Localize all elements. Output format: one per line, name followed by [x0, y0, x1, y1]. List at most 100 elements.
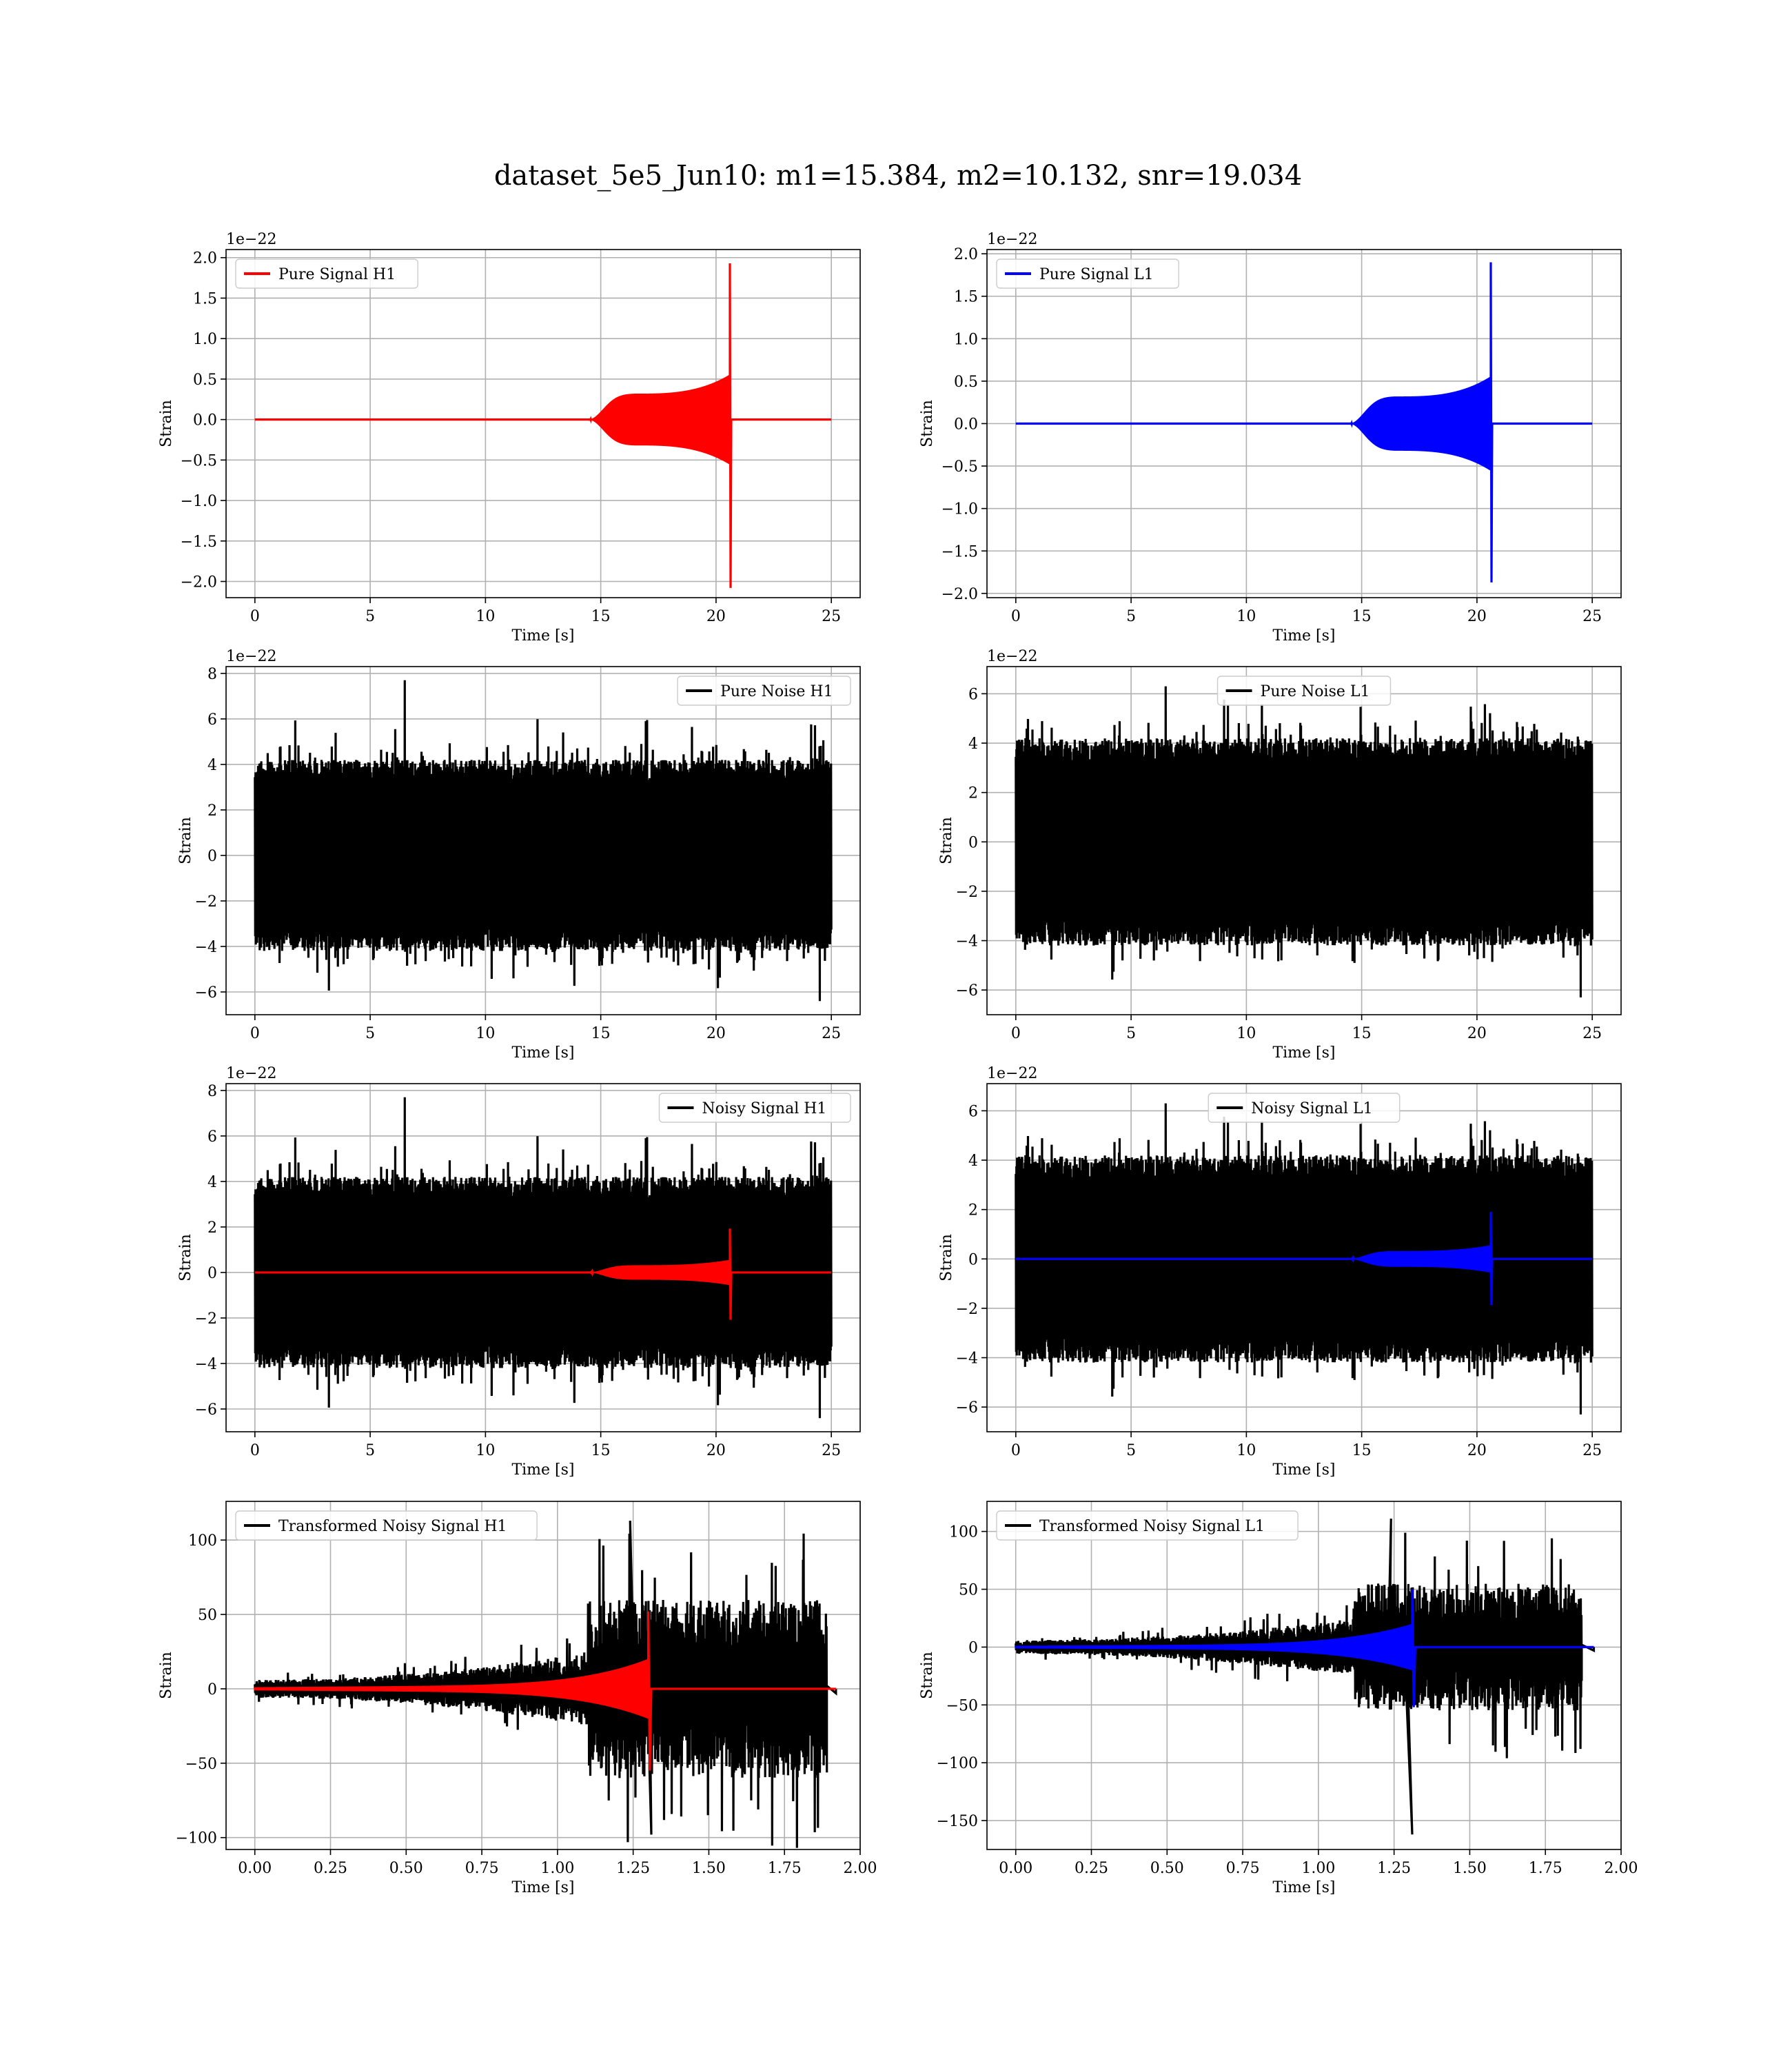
x-tick-label: 0.25	[314, 1860, 347, 1877]
series-line-primary	[254, 1097, 833, 1419]
x-tick-label: 10	[476, 608, 495, 625]
x-tick-label: 15	[591, 608, 611, 625]
y-offset-label: 1e−22	[226, 1065, 276, 1082]
x-tick-label: 1.25	[616, 1860, 650, 1877]
x-tick-label: 20	[1467, 1025, 1487, 1042]
x-tick-label: 0	[250, 1442, 260, 1459]
y-tick-label: 2	[968, 785, 978, 802]
x-tick-label: 0	[1011, 608, 1021, 625]
x-tick-label: 15	[591, 1442, 611, 1459]
legend: Pure Signal L1	[996, 258, 1179, 289]
x-tick-label: 25	[822, 608, 841, 625]
series-line-primary	[254, 680, 833, 1002]
y-tick-label: 0.5	[193, 372, 217, 389]
y-tick-label: −100	[937, 1755, 978, 1772]
y-tick-label: 50	[959, 1582, 978, 1599]
x-tick-label: 10	[1236, 608, 1256, 625]
legend: Pure Noise H1	[677, 676, 851, 706]
x-tick-label: 15	[1352, 1442, 1372, 1459]
x-tick-label: 0	[1011, 1025, 1021, 1042]
y-tick-label: 6	[968, 686, 978, 703]
axes-frame	[225, 1083, 861, 1432]
y-tick-label: −4	[956, 1350, 978, 1368]
y-tick-label: −50	[185, 1756, 217, 1773]
y-tick-label: −6	[195, 1401, 217, 1419]
y-tick-label: 1.5	[954, 289, 978, 306]
x-tick-label: 20	[706, 1025, 726, 1042]
legend-label: Transformed Noisy Signal L1	[1039, 1518, 1265, 1535]
x-tick-label: 5	[1126, 1025, 1136, 1042]
x-tick-label: 1.00	[1301, 1860, 1335, 1877]
y-tick-label: 2	[968, 1202, 978, 1219]
y-tick-label: 2	[207, 802, 217, 820]
x-tick-label: 2.00	[844, 1860, 877, 1877]
legend-label: Noisy Signal H1	[702, 1100, 827, 1117]
x-axis-label: Time [s]	[511, 1044, 574, 1062]
y-tick-label: −2.0	[181, 574, 217, 591]
x-axis-label: Time [s]	[511, 627, 574, 645]
legend: Transformed Noisy Signal H1	[235, 1510, 538, 1541]
y-tick-label: 8	[207, 1083, 217, 1100]
y-axis-label: Strain	[177, 817, 194, 864]
y-tick-label: −2	[956, 884, 978, 901]
y-tick-label: 4	[207, 757, 217, 774]
x-tick-label: 0.75	[465, 1860, 499, 1877]
y-axis-label: Strain	[938, 1234, 955, 1281]
y-tick-label: 0	[207, 848, 217, 865]
y-tick-label: 0	[968, 1639, 978, 1656]
y-tick-label: −2	[195, 893, 217, 911]
x-tick-label: 25	[1582, 608, 1602, 625]
y-axis-label: Strain	[177, 1234, 194, 1281]
subplot-pure-signal-l1: 0 5 10 15 20 25 −2.0 −1.5 −1.0 −0.5 0.0 0.5 1.0 1.5 2.…	[919, 231, 1622, 645]
x-axis-label: Time [s]	[1272, 1044, 1335, 1062]
y-tick-label: −6	[956, 1399, 978, 1417]
y-tick-label: 0.0	[954, 416, 978, 434]
y-tick-label: 6	[207, 1128, 217, 1146]
y-tick-label: −2.0	[941, 586, 978, 603]
y-tick-label: 100	[949, 1524, 978, 1541]
y-tick-label: −1.5	[941, 543, 978, 560]
x-tick-label: 0.25	[1075, 1860, 1108, 1877]
series-line-overlay	[254, 1228, 832, 1320]
figure-title: dataset_5e5_Jun10: m1=15.384, m2=10.132,…	[494, 160, 1302, 192]
subplot-pure-signal-h1: 0 5 10 15 20 25 −2.0 −1.5 −1.0 −0.5 0.0 0.5 1.0 1.5 2.…	[158, 231, 861, 645]
x-tick-label: 10	[1236, 1025, 1256, 1042]
y-tick-label: 1.5	[193, 290, 217, 307]
y-tick-label: −0.5	[941, 458, 978, 476]
x-tick-label: 5	[1126, 608, 1136, 625]
y-offset-label: 1e−22	[987, 231, 1037, 248]
x-axis-label: Time [s]	[1272, 1461, 1335, 1479]
y-tick-label: −150	[937, 1813, 978, 1830]
x-tick-label: 10	[476, 1442, 495, 1459]
x-tick-label: 20	[1467, 608, 1487, 625]
x-tick-label: 5	[365, 608, 375, 625]
x-tick-label: 15	[591, 1025, 611, 1042]
legend-box	[1216, 676, 1392, 706]
legend-label: Pure Noise H1	[720, 683, 833, 700]
y-tick-label: 4	[207, 1174, 217, 1191]
y-tick-label: 0	[968, 1251, 978, 1268]
y-tick-label: −0.5	[181, 452, 217, 469]
legend: Noisy Signal H1	[658, 1093, 851, 1123]
legend: Transformed Noisy Signal L1	[996, 1510, 1299, 1541]
y-tick-label: −2	[195, 1310, 217, 1328]
legend-box	[235, 258, 418, 289]
axes-frame	[225, 666, 861, 1015]
x-tick-label: 5	[1126, 1442, 1136, 1459]
y-tick-label: 2.0	[954, 246, 978, 263]
y-tick-label: 0	[207, 1265, 217, 1282]
y-tick-label: 4	[968, 1153, 978, 1170]
y-tick-label: 0	[207, 1681, 217, 1699]
x-tick-label: 1.75	[1529, 1860, 1562, 1877]
x-tick-label: 0.50	[1150, 1860, 1184, 1877]
legend-box	[996, 1510, 1299, 1541]
x-tick-label: 5	[365, 1442, 375, 1459]
legend: Pure Signal H1	[235, 258, 418, 289]
subplot-transformed-noisy-signal-l1: 0.00 0.25 0.50 0.75 1.00 1.25 1.50 1.75 2.00 −150…	[919, 1501, 1638, 1896]
x-tick-label: 25	[822, 1025, 841, 1042]
y-axis-label: Strain	[919, 1652, 936, 1699]
axes-frame	[986, 1501, 1622, 1850]
y-offset-label: 1e−22	[226, 231, 276, 248]
subplot-noisy-signal-h1: 0 5 10 15 20 25 −6 −4 −2 0 2 4 6 8 1e−22 Time [s] Strain…	[177, 1065, 861, 1479]
